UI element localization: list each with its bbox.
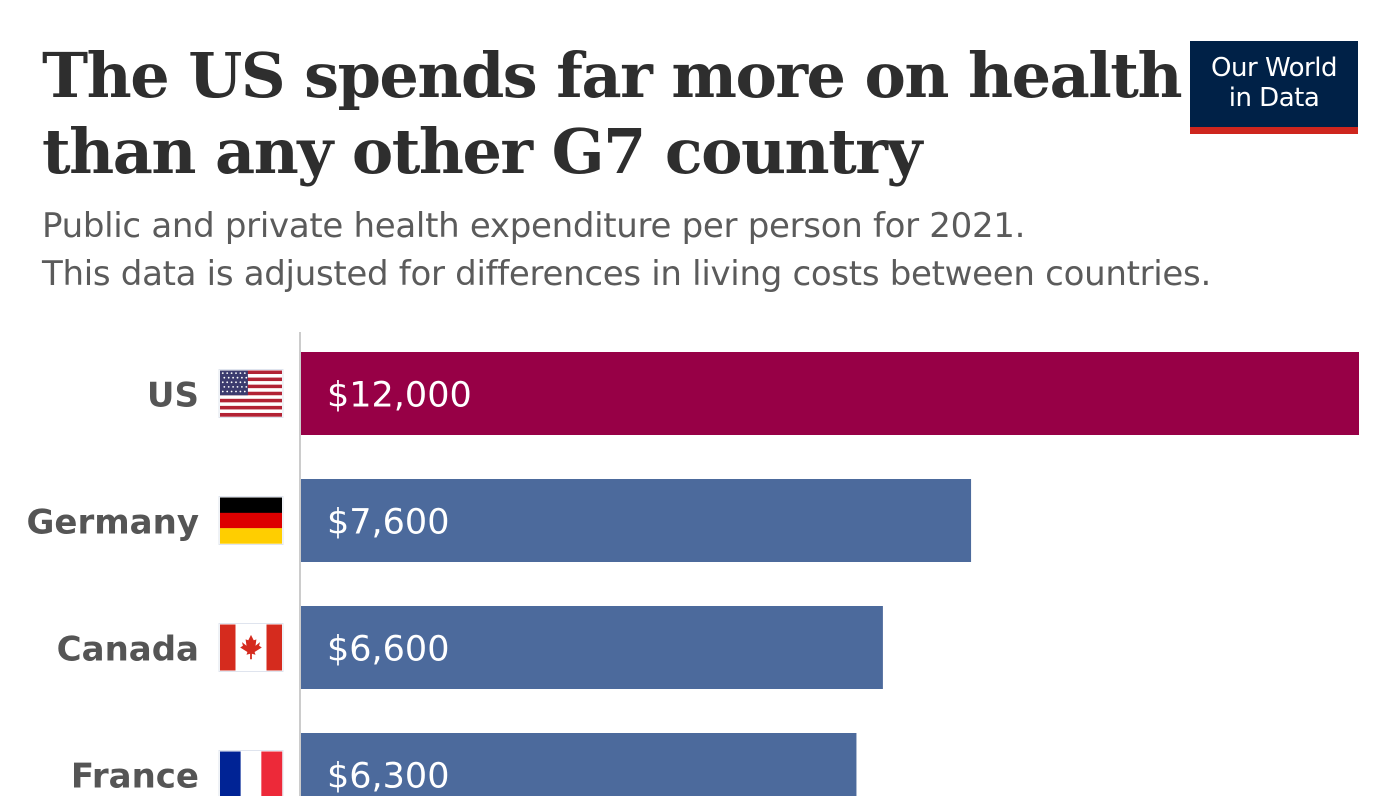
flag-stripe xyxy=(220,409,282,414)
our-world-in-data-logo[interactable]: Our World in Data xyxy=(1190,41,1358,134)
category-label: US xyxy=(147,376,199,416)
flag-star xyxy=(236,376,239,379)
flag-star xyxy=(221,390,224,393)
flag-stripe xyxy=(220,395,282,400)
flag-stripe xyxy=(220,402,282,407)
flag-canton xyxy=(220,370,248,396)
category-label: Canada xyxy=(57,630,199,670)
flag-star xyxy=(243,390,246,393)
flag-stripe xyxy=(220,388,282,392)
flag-star xyxy=(241,386,243,388)
data-label: $6,600 xyxy=(327,630,449,670)
bar[interactable] xyxy=(301,352,1359,435)
flag-star xyxy=(230,372,233,374)
data-label: $7,600 xyxy=(327,503,449,543)
france-flag-icon xyxy=(218,750,284,796)
flag-stripe xyxy=(220,370,282,375)
maple-leaf-icon xyxy=(240,634,262,660)
flag-band xyxy=(220,624,236,671)
chart-subtitle: Public and private health expenditure pe… xyxy=(42,202,1211,298)
flag-band xyxy=(240,751,262,796)
flag-star xyxy=(230,381,233,384)
flag-band xyxy=(220,497,282,514)
flag-star xyxy=(245,386,248,388)
flag-star xyxy=(223,386,226,388)
flag-star xyxy=(243,372,246,374)
logo-line-1: Our World xyxy=(1211,53,1337,83)
flag-band xyxy=(220,528,282,544)
flag-stripe xyxy=(220,391,282,396)
bar[interactable] xyxy=(301,733,857,796)
bar[interactable] xyxy=(301,606,883,689)
flag-star xyxy=(235,381,237,384)
bar-chart: US $12,000 Germany $7,600 Canada $6,600 France… xyxy=(27,332,1359,796)
flag-star xyxy=(232,386,235,388)
flag-star xyxy=(243,381,246,384)
flag-star xyxy=(239,381,242,384)
flag-star xyxy=(227,386,230,388)
flag-star xyxy=(223,376,226,379)
flag-star xyxy=(235,372,237,374)
bar[interactable] xyxy=(301,479,972,562)
category-label: Germany xyxy=(27,503,199,543)
subtitle-line-2: This data is adjusted for differences in… xyxy=(42,254,1211,294)
flag-stripe xyxy=(220,398,282,403)
flag-star xyxy=(226,372,229,374)
data-label: $6,300 xyxy=(327,757,449,796)
flag-star xyxy=(236,386,239,388)
category-label: France xyxy=(71,757,199,796)
flag-band xyxy=(220,512,282,529)
flag-band xyxy=(220,751,241,796)
title-line-2: than any other G7 country xyxy=(42,115,922,188)
logo-line-2: in Data xyxy=(1228,83,1320,113)
flag-star xyxy=(227,376,230,379)
flag-band xyxy=(266,624,282,671)
flag-star xyxy=(226,381,229,384)
flag-star xyxy=(241,376,243,379)
flag-stripe xyxy=(220,412,282,417)
chart-title: The US spends far more on health than an… xyxy=(42,38,1183,190)
flag-star xyxy=(239,372,242,374)
canada-flag-icon xyxy=(218,623,284,672)
germany-flag-icon xyxy=(218,496,284,545)
flag-star xyxy=(230,390,233,393)
title-line-1: The US spends far more on health xyxy=(42,39,1183,112)
flag-star xyxy=(221,381,224,384)
flag-stripe xyxy=(220,405,282,410)
bar-row-france: France $6,300 xyxy=(71,733,857,796)
flag-stripe xyxy=(220,374,282,378)
flag-star xyxy=(245,376,248,379)
flag-band xyxy=(261,751,283,796)
flag-star xyxy=(232,376,235,379)
us-flag-icon xyxy=(218,369,284,418)
flag-star xyxy=(239,390,242,393)
subtitle-line-1: Public and private health expenditure pe… xyxy=(42,206,1026,246)
flag-star xyxy=(221,372,224,374)
flag-stripe xyxy=(220,384,282,389)
bar-row-germany: Germany $7,600 xyxy=(27,479,972,562)
data-label: $12,000 xyxy=(327,376,472,416)
bar-row-us: US $12,000 xyxy=(147,352,1359,435)
flag-stripe xyxy=(220,381,282,385)
flag-star xyxy=(235,390,237,393)
flag-stripe xyxy=(220,377,282,382)
flag-star xyxy=(226,390,229,393)
bar-row-canada: Canada $6,600 xyxy=(57,606,883,689)
